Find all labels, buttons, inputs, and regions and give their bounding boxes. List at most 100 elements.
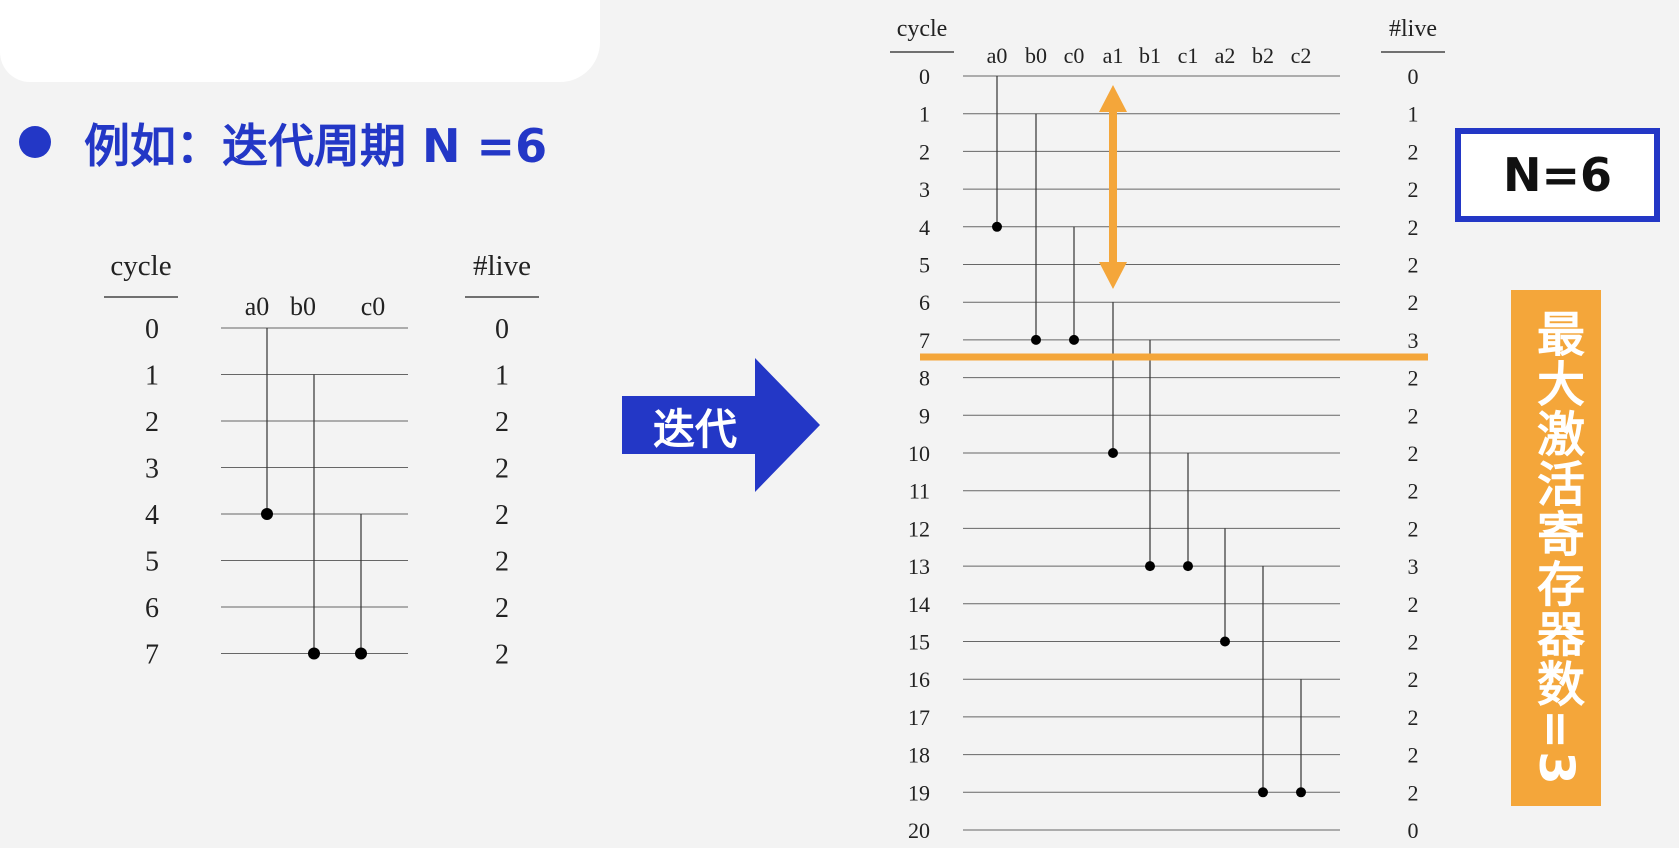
variable-label: b1 — [1139, 43, 1161, 68]
variable-label: b0 — [1025, 43, 1047, 68]
live-count: 2 — [1408, 366, 1419, 391]
cycle-number: 13 — [908, 554, 930, 579]
variable-label: a2 — [1215, 43, 1236, 68]
lifetime-end-dot — [1220, 636, 1230, 647]
lifetime-end-dot — [261, 508, 273, 520]
live-count: 2 — [1408, 290, 1419, 315]
live-count: 3 — [1408, 554, 1419, 579]
cycle-number: 12 — [908, 516, 930, 541]
variable-label: a1 — [1103, 43, 1124, 68]
cycle-number: 4 — [145, 500, 159, 531]
variable-label: c0 — [361, 292, 386, 321]
live-count: 0 — [495, 314, 509, 345]
live-count: 2 — [495, 500, 509, 531]
cycle-number: 6 — [145, 593, 159, 624]
live-count: 2 — [1408, 667, 1419, 692]
lifetime-end-dot — [1258, 787, 1268, 798]
heading: 例如：迭代周期 N =6 — [84, 119, 548, 173]
live-count: 2 — [1408, 479, 1419, 504]
live-count: 2 — [1408, 177, 1419, 202]
live-count: 2 — [1408, 403, 1419, 428]
cycle-number: 5 — [145, 547, 159, 578]
live-count: 2 — [1408, 592, 1419, 617]
lifetime-end-dot — [1296, 787, 1306, 798]
live-count: 2 — [1408, 253, 1419, 278]
cycle-number: 1 — [919, 102, 930, 127]
cycle-number: 16 — [908, 667, 930, 692]
cycle-number: 17 — [908, 705, 930, 730]
live-count: 2 — [1408, 743, 1419, 768]
live-count: 2 — [1408, 780, 1419, 805]
cycle-number: 14 — [908, 592, 930, 617]
period-arrow-down-head — [1099, 262, 1127, 289]
lifetime-end-dot — [1145, 561, 1155, 572]
iterate-arrow: 迭代 — [622, 358, 822, 492]
live-count: 2 — [1408, 139, 1419, 164]
cycle-number: 19 — [908, 780, 930, 805]
small-lifetime-diagram: cycle #live 0 1 2 3 4 5 6 7 0 1 2 2 2 2 2 2 a0 b0 c0 — [104, 250, 539, 671]
live-count: 0 — [1408, 818, 1419, 843]
lifetime-end-dot — [355, 647, 367, 660]
live-count: 2 — [1408, 441, 1419, 466]
variable-label: c1 — [1178, 43, 1199, 68]
live-count: 3 — [1408, 328, 1419, 353]
variable-label: b0 — [290, 292, 316, 321]
cycle-number: 5 — [919, 253, 930, 278]
cycle-number: 7 — [919, 328, 930, 353]
cycle-number: 2 — [919, 139, 930, 164]
variable-label: a0 — [987, 43, 1008, 68]
cycle-number: 11 — [909, 479, 930, 504]
cycle-number: 18 — [908, 743, 930, 768]
cycle-number: 20 — [908, 818, 930, 843]
cycle-number: 2 — [145, 407, 159, 438]
cycle-number: 0 — [919, 64, 930, 89]
cycle-number: 7 — [145, 640, 159, 671]
cycle-number: 0 — [145, 314, 159, 345]
large-lifetime-diagram: cycle #live012345678910111213141516171819… — [890, 16, 1445, 843]
live-header: #live — [473, 250, 531, 282]
live-count: 1 — [1408, 102, 1419, 127]
variable-label: b2 — [1252, 43, 1274, 68]
cycle-number: 8 — [919, 366, 930, 391]
lifetime-end-dot — [1031, 334, 1041, 345]
variable-label: c2 — [1291, 43, 1312, 68]
live-count: 2 — [1408, 705, 1419, 730]
bullet-icon — [19, 126, 51, 158]
cycle-number: 3 — [919, 177, 930, 202]
cycle-number: 15 — [908, 630, 930, 655]
lifetime-end-dot — [1069, 334, 1079, 345]
lifetime-end-dot — [1108, 448, 1118, 458]
lifetime-end-dot — [992, 221, 1002, 232]
live-count: 2 — [495, 640, 509, 671]
cycle-number: 3 — [145, 454, 159, 485]
lifetime-end-dot — [1183, 561, 1193, 572]
n-value-box: N=6 — [1455, 128, 1660, 222]
live-count: 2 — [495, 454, 509, 485]
live-count: 2 — [1408, 516, 1419, 541]
live-count: 2 — [495, 547, 509, 578]
overlay — [920, 85, 1428, 361]
cycle-number: 9 — [919, 403, 930, 428]
cycle-header: cycle — [110, 250, 171, 282]
right-arrow-icon — [622, 358, 820, 492]
max-live-banner-text: 最大激活寄存器数=3 — [1528, 309, 1584, 787]
lifetime-end-dot — [308, 647, 320, 660]
live-count: 1 — [495, 361, 509, 392]
cycle-number: 1 — [145, 361, 159, 392]
live-count: 2 — [495, 407, 509, 438]
cycle-number: 10 — [908, 441, 930, 466]
live-count: 0 — [1408, 64, 1419, 89]
period-arrow-up-head — [1099, 85, 1127, 112]
variable-label: c0 — [1064, 43, 1085, 68]
cycle-header: cycle — [897, 16, 948, 42]
variable-label: a0 — [245, 292, 270, 321]
cycle-number: 4 — [919, 215, 930, 240]
live-count: 2 — [1408, 630, 1419, 655]
cycle-number: 6 — [919, 290, 930, 315]
live-count: 2 — [1408, 215, 1419, 240]
live-header: #live — [1389, 16, 1437, 42]
iterate-arrow-label: 迭代 — [653, 405, 738, 454]
whiteout-blob — [0, 0, 600, 82]
live-count: 2 — [495, 593, 509, 624]
